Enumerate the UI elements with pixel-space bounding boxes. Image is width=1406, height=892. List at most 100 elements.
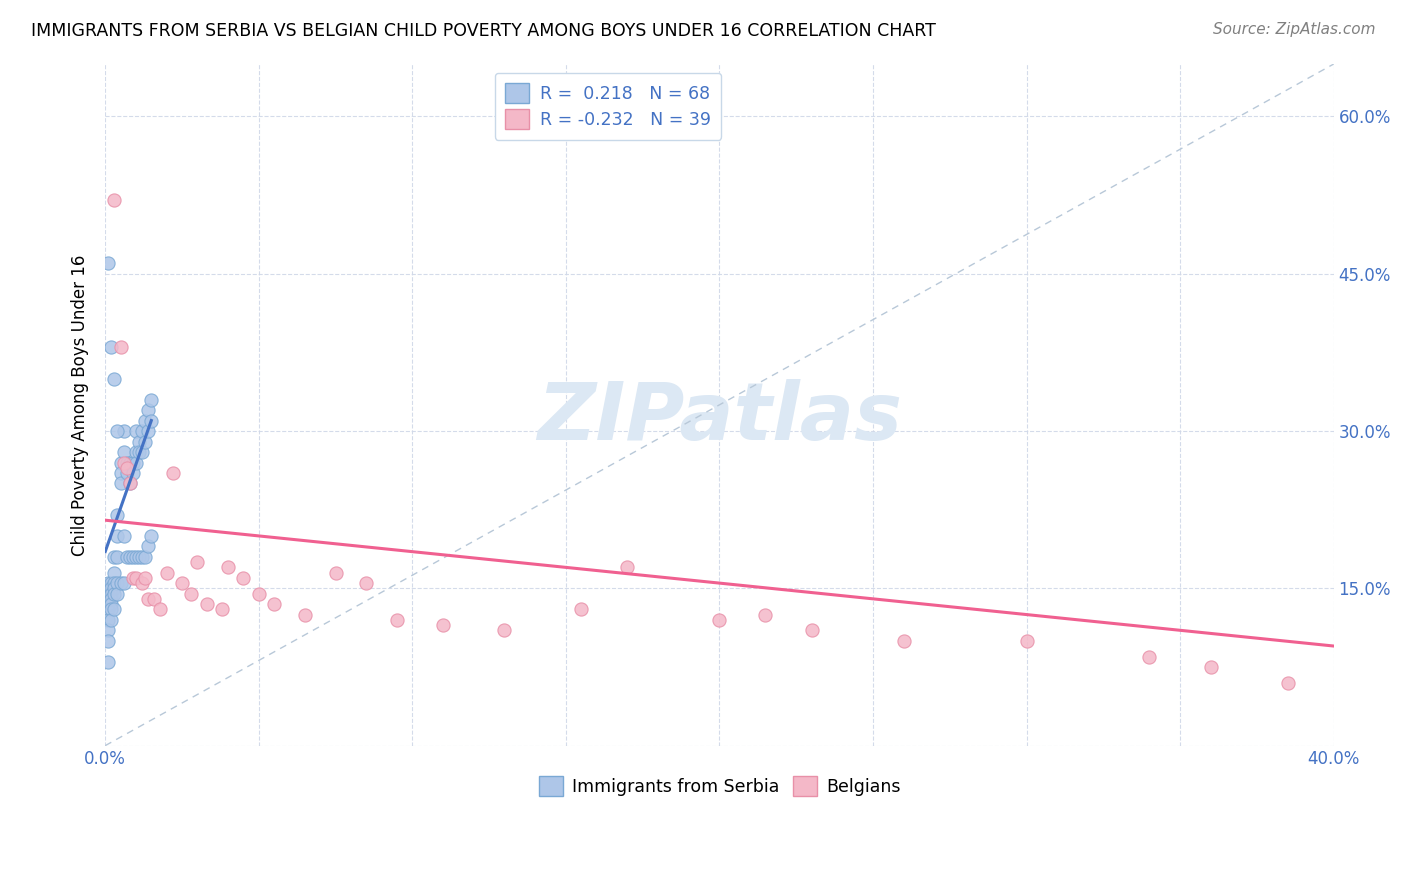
Point xyxy=(107,508,129,522)
Point xyxy=(97,256,120,270)
Point xyxy=(186,555,208,569)
Point xyxy=(118,476,141,491)
Point xyxy=(110,476,132,491)
Point xyxy=(118,476,141,491)
Point xyxy=(136,591,159,606)
Point xyxy=(118,549,141,564)
Point xyxy=(385,613,408,627)
Point xyxy=(195,597,218,611)
Point xyxy=(100,586,122,600)
Point xyxy=(141,413,163,427)
Point xyxy=(100,613,122,627)
Point xyxy=(97,591,120,606)
Point xyxy=(110,456,132,470)
Point xyxy=(136,540,159,554)
Point xyxy=(141,392,163,407)
Point xyxy=(128,434,150,449)
Text: IMMIGRANTS FROM SERBIA VS BELGIAN CHILD POVERTY AMONG BOYS UNDER 16 CORRELATION : IMMIGRANTS FROM SERBIA VS BELGIAN CHILD … xyxy=(31,22,936,40)
Point xyxy=(136,403,159,417)
Point xyxy=(107,529,129,543)
Point xyxy=(131,445,153,459)
Point xyxy=(97,633,120,648)
Point xyxy=(103,576,125,591)
Point xyxy=(97,602,120,616)
Point xyxy=(115,460,138,475)
Point xyxy=(1199,660,1222,674)
Point xyxy=(156,566,179,580)
Point xyxy=(125,445,148,459)
Point xyxy=(217,560,239,574)
Point xyxy=(97,586,120,600)
Point xyxy=(125,549,148,564)
Text: ZIPatlas: ZIPatlas xyxy=(537,379,901,458)
Point xyxy=(754,607,776,622)
Point xyxy=(170,576,193,591)
Point xyxy=(180,586,202,600)
Point xyxy=(115,466,138,480)
Point xyxy=(112,456,135,470)
Point xyxy=(121,549,143,564)
Point xyxy=(247,586,270,600)
Point xyxy=(110,576,132,591)
Point xyxy=(136,424,159,438)
Point xyxy=(134,571,156,585)
Point xyxy=(294,607,316,622)
Point xyxy=(103,371,125,385)
Point xyxy=(107,586,129,600)
Point xyxy=(103,566,125,580)
Point xyxy=(125,571,148,585)
Point xyxy=(143,591,166,606)
Point xyxy=(125,424,148,438)
Point xyxy=(115,456,138,470)
Point xyxy=(121,456,143,470)
Point xyxy=(211,602,233,616)
Text: Source: ZipAtlas.com: Source: ZipAtlas.com xyxy=(1212,22,1375,37)
Point xyxy=(100,582,122,596)
Point xyxy=(232,571,254,585)
Point xyxy=(100,597,122,611)
Point xyxy=(110,466,132,480)
Point xyxy=(103,549,125,564)
Point xyxy=(131,576,153,591)
Point xyxy=(800,624,823,638)
Point xyxy=(125,456,148,470)
Point xyxy=(134,549,156,564)
Point xyxy=(616,560,638,574)
Point xyxy=(1277,675,1299,690)
Point xyxy=(97,582,120,596)
Point xyxy=(110,340,132,354)
Point xyxy=(97,655,120,669)
Point xyxy=(131,424,153,438)
Point xyxy=(97,613,120,627)
Point xyxy=(112,445,135,459)
Point xyxy=(494,624,516,638)
Point xyxy=(97,576,120,591)
Point xyxy=(354,576,377,591)
Point xyxy=(149,602,172,616)
Point xyxy=(107,424,129,438)
Point xyxy=(263,597,285,611)
Point xyxy=(115,549,138,564)
Point xyxy=(325,566,347,580)
Point xyxy=(134,434,156,449)
Point xyxy=(112,529,135,543)
Point xyxy=(1015,633,1038,648)
Point xyxy=(107,576,129,591)
Point xyxy=(128,549,150,564)
Point xyxy=(128,445,150,459)
Point xyxy=(709,613,731,627)
Legend: Immigrants from Serbia, Belgians: Immigrants from Serbia, Belgians xyxy=(530,768,908,805)
Point xyxy=(100,340,122,354)
Point xyxy=(103,194,125,208)
Point xyxy=(112,424,135,438)
Point xyxy=(131,549,153,564)
Point xyxy=(107,549,129,564)
Point xyxy=(1137,649,1160,664)
Point xyxy=(118,456,141,470)
Point xyxy=(97,597,120,611)
Point xyxy=(141,529,163,543)
Point xyxy=(121,571,143,585)
Point xyxy=(103,582,125,596)
Point xyxy=(134,413,156,427)
Y-axis label: Child Poverty Among Boys Under 16: Child Poverty Among Boys Under 16 xyxy=(72,254,89,556)
